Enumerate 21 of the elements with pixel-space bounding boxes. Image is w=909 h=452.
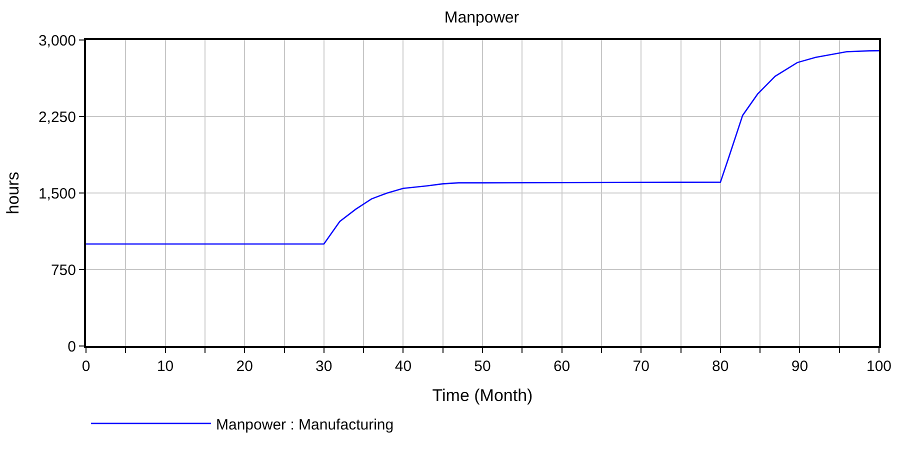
x-tick-label: 90 — [791, 358, 808, 375]
x-tick-label: 70 — [632, 358, 650, 375]
x-tick-label: 80 — [712, 358, 729, 375]
y-tick-label: 1,500 — [38, 185, 76, 202]
y-tick-label: 750 — [50, 262, 76, 279]
x-tick-label: 10 — [156, 358, 174, 375]
x-tick-label: 20 — [236, 358, 253, 375]
x-tick-label: 50 — [474, 358, 491, 375]
x-tick-label: 30 — [316, 358, 332, 375]
x-tick-label: 40 — [394, 358, 412, 375]
y-tick-label: 2,250 — [38, 108, 76, 126]
x-tick-label: 60 — [553, 358, 570, 375]
text: Manpower : Manufacturing — [216, 416, 394, 434]
y-axis-title: hours — [4, 172, 23, 214]
x-axis-title: Time (Month) — [432, 386, 533, 405]
y-tick-label: 0 — [68, 338, 76, 356]
line-series — [86, 50, 879, 245]
x-tick-label: 100 — [866, 358, 892, 375]
x-tick-label: 0 — [82, 358, 90, 375]
y-tick-label: 3,000 — [38, 32, 76, 50]
chart-title: Manpower — [444, 10, 520, 26]
